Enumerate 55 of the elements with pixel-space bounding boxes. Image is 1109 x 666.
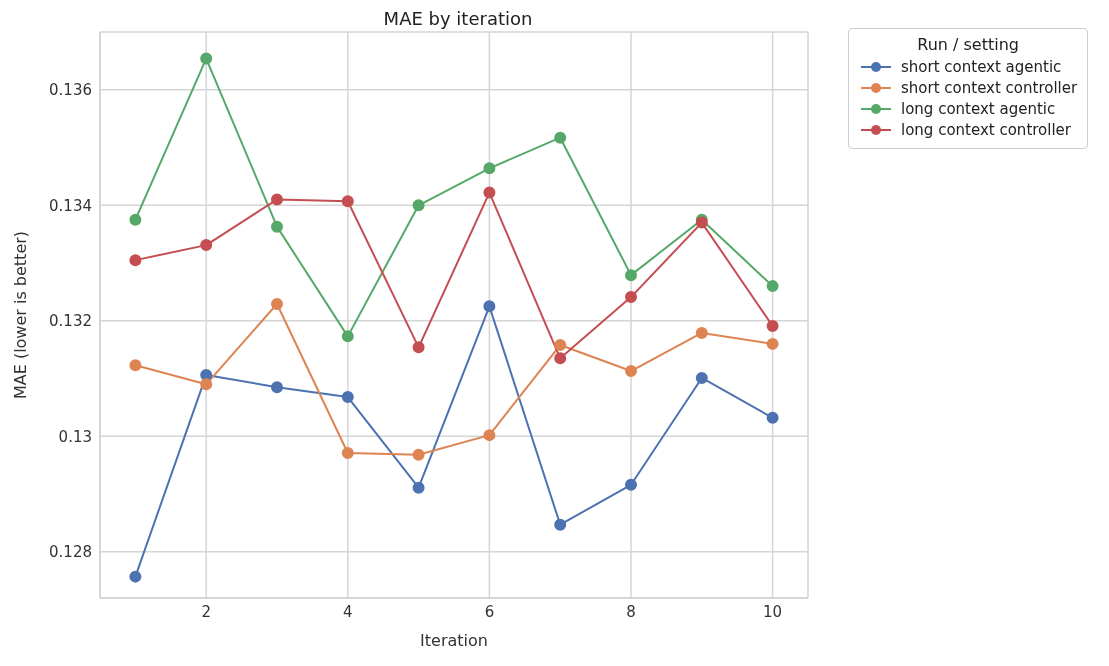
point: [412, 199, 425, 212]
point: [271, 298, 283, 311]
legend-label: short context agentic: [901, 58, 1062, 76]
point: [625, 478, 637, 491]
point: [129, 213, 142, 226]
point: [766, 411, 779, 424]
y-tick-label: 0.134: [49, 196, 92, 215]
point: [129, 570, 142, 583]
point: [271, 193, 283, 206]
point: [341, 195, 354, 208]
point: [625, 365, 637, 378]
point: [695, 371, 708, 384]
point: [412, 448, 425, 461]
point: [695, 326, 708, 339]
point: [271, 381, 283, 394]
point: [200, 52, 213, 65]
point: [554, 518, 567, 531]
point: [554, 131, 567, 144]
chart-title: MAE by iteration: [382, 8, 534, 29]
point: [625, 269, 637, 282]
point: [483, 300, 496, 313]
y-tick-label: 0.136: [49, 81, 92, 100]
point: [554, 352, 567, 365]
legend-label: long context agentic: [901, 100, 1056, 118]
x-tick-label: 6: [484, 602, 495, 621]
point: [766, 337, 779, 350]
x-tick-label: 4: [343, 602, 353, 621]
point: [129, 254, 142, 267]
point: [412, 341, 425, 354]
point: [483, 162, 496, 175]
point: [200, 378, 213, 391]
x-tick-label: 10: [763, 602, 783, 621]
point: [271, 220, 283, 233]
point: [341, 391, 354, 404]
point: [200, 239, 213, 252]
x-tick-label: 2: [201, 602, 211, 621]
y-tick-label: 0.128: [49, 543, 92, 562]
legend-title: Run / setting: [916, 35, 1020, 54]
point: [766, 319, 779, 332]
point: [341, 447, 354, 460]
y-tick-label: 0.13: [58, 427, 92, 446]
legend-label: short context controller: [901, 79, 1078, 97]
legend-label: long context controller: [901, 121, 1072, 139]
y-axis-title: MAE (lower is better): [10, 230, 30, 400]
point: [766, 280, 779, 293]
x-tick-label: 8: [626, 602, 636, 621]
point: [554, 339, 567, 352]
point: [625, 291, 637, 304]
point: [412, 481, 425, 494]
point: [483, 186, 496, 199]
y-tick-label: 0.132: [49, 312, 92, 331]
point: [483, 429, 496, 442]
point: [129, 359, 142, 372]
x-axis-title: Iteration: [420, 631, 488, 650]
point: [341, 330, 354, 343]
